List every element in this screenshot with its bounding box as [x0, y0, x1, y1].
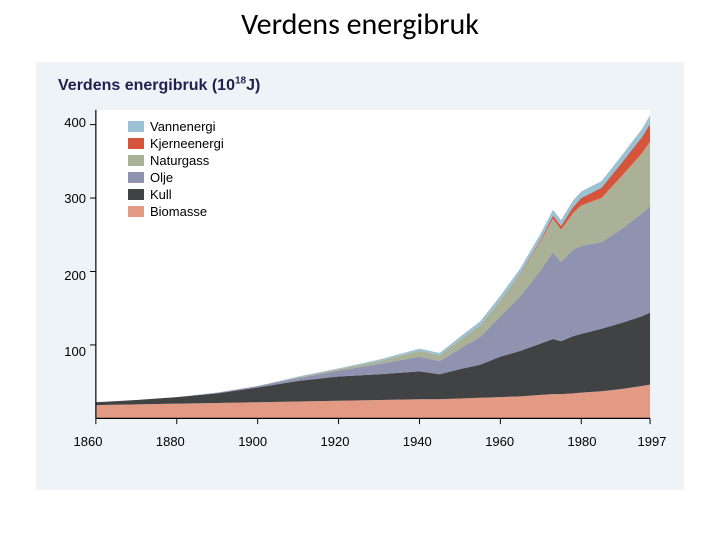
x-tick-label: 1920: [315, 434, 355, 449]
legend-label: Naturgass: [150, 153, 209, 168]
chart-title-prefix: Verdens energibruk (10: [58, 77, 235, 94]
chart-title-exp: 18: [235, 76, 246, 87]
x-tick-label: 1940: [397, 434, 437, 449]
legend-item-olje: Olje: [128, 169, 224, 186]
legend-swatch: [128, 121, 144, 132]
y-tick-label: 200: [62, 268, 86, 283]
x-tick-label: 1880: [150, 434, 190, 449]
chart-panel: Verdens energibruk (1018J) Vannenergi Kje…: [36, 62, 684, 490]
legend: Vannenergi Kjerneenergi Naturgass Olje Kull B…: [128, 118, 224, 220]
legend-item-naturgass: Naturgass: [128, 152, 224, 169]
legend-swatch: [128, 206, 144, 217]
x-tick-label: 1997: [632, 434, 672, 449]
legend-item-vannenergi: Vannenergi: [128, 118, 224, 135]
legend-item-kull: Kull: [128, 186, 224, 203]
plot-area: Vannenergi Kjerneenergi Naturgass Olje Kull B…: [88, 108, 652, 428]
x-tick-label: 1980: [562, 434, 602, 449]
x-tick-label: 1860: [68, 434, 108, 449]
legend-swatch: [128, 189, 144, 200]
legend-item-kjerneenergi: Kjerneenergi: [128, 135, 224, 152]
slide: Verdens energibruk Verdens energibruk (1…: [0, 0, 720, 540]
legend-swatch: [128, 155, 144, 166]
legend-label: Biomasse: [150, 204, 207, 219]
legend-swatch: [128, 172, 144, 183]
legend-item-biomasse: Biomasse: [128, 203, 224, 220]
legend-label: Vannenergi: [150, 119, 216, 134]
legend-label: Kjerneenergi: [150, 136, 224, 151]
y-tick-label: 100: [62, 344, 86, 359]
x-tick-label: 1960: [480, 434, 520, 449]
y-tick-label: 400: [62, 115, 86, 130]
legend-swatch: [128, 138, 144, 149]
y-tick-label: 300: [62, 191, 86, 206]
legend-label: Olje: [150, 170, 173, 185]
x-tick-label: 1900: [233, 434, 273, 449]
chart-title-suffix: J): [246, 77, 260, 94]
chart-title: Verdens energibruk (1018J): [58, 76, 260, 95]
legend-label: Kull: [150, 187, 172, 202]
slide-title: Verdens energibruk: [0, 6, 720, 43]
